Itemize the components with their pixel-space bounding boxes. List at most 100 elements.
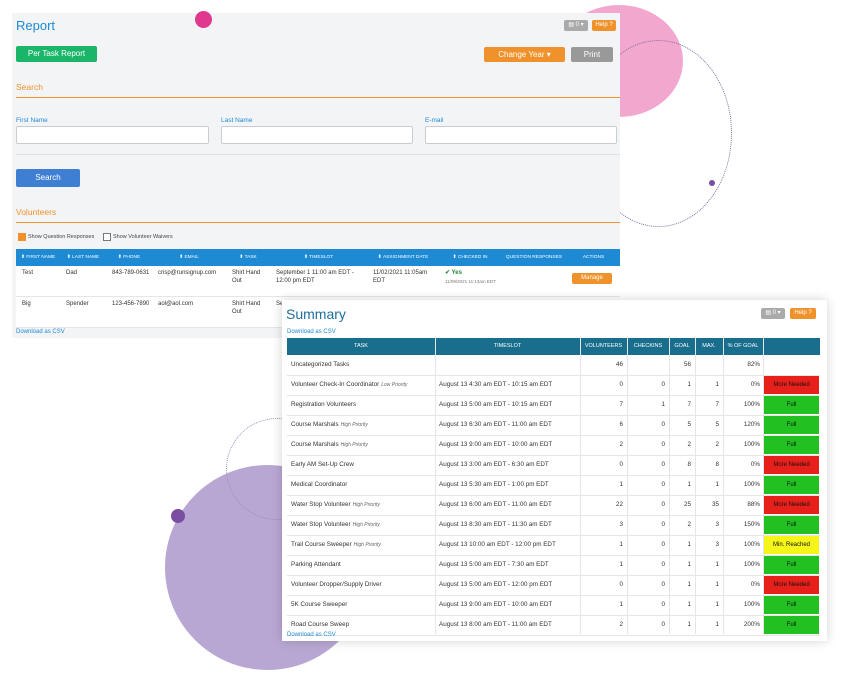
col-checkins: CHECKINS	[633, 343, 663, 349]
cell-volunteers: 0	[619, 581, 623, 588]
cell-max: 7	[715, 401, 719, 408]
cell-goal: 1	[687, 581, 691, 588]
cell-pct: 0%	[750, 461, 760, 468]
last-name-input[interactable]	[221, 126, 413, 144]
column-divider	[580, 338, 581, 634]
col-assignment-date[interactable]: ⬍ ASSIGNMENT DATE	[377, 254, 429, 260]
task-name: Registration Volunteers	[291, 401, 357, 408]
cell-assignment-date: 11/02/2021 11:05am EDT	[373, 270, 428, 284]
task-name: Uncategorized Tasks	[291, 361, 350, 368]
cell-max: 2	[715, 441, 719, 448]
cell-goal: 25	[683, 501, 691, 508]
print-button[interactable]: Print	[571, 47, 613, 62]
view-toggle-button[interactable]: ▤ 0 ▾	[564, 20, 588, 31]
cell-task: Volunteer Check-In Coordinator Low Priori…	[291, 375, 436, 395]
column-divider	[669, 338, 670, 634]
task-name: Medical Coordinator	[291, 481, 348, 488]
status-badge: Min. Reached	[764, 536, 819, 554]
status-badge: Full	[764, 596, 819, 614]
priority-label: High Priority	[352, 502, 380, 508]
col-label: LAST NAME	[72, 254, 100, 260]
col-goal: GOAL	[674, 343, 690, 349]
cell-max: 5	[715, 421, 719, 428]
cell-pct: 150%	[743, 521, 760, 528]
cell-checkins: 0	[661, 461, 665, 468]
change-year-button[interactable]: Change Year ▾	[484, 47, 565, 62]
status-badge: Full	[764, 616, 819, 634]
cell-timeslot: August 13 4:30 am EDT - 10:15 am EDT	[439, 381, 553, 388]
cell-volunteers: 6	[619, 421, 623, 428]
volunteers-section-title: Volunteers	[16, 207, 57, 217]
cell-goal: 56	[683, 361, 691, 368]
first-name-input[interactable]	[16, 126, 209, 144]
search-button[interactable]: Search	[16, 169, 80, 187]
status-badge: Full	[764, 476, 819, 494]
col-phone[interactable]: ⬍ PHONE	[117, 254, 141, 260]
table-row: Test Dad 843-789-0631 crisp@runsignup.co…	[16, 266, 620, 297]
cell-task: Early AM Set-Up Crew	[291, 455, 436, 475]
status-badge: Full	[764, 396, 819, 414]
col-checked-in[interactable]: ⬍ CHECKED IN	[452, 254, 488, 260]
cell-volunteers: 1	[619, 561, 623, 568]
cell-checkins: 0	[661, 541, 665, 548]
download-csv-link[interactable]: Download as CSV	[16, 329, 65, 335]
task-name: Trail Course Sweeper	[291, 541, 352, 548]
help-label: Help	[595, 22, 608, 28]
col-last-name[interactable]: ⬍ LAST NAME	[66, 254, 100, 260]
help-button[interactable]: Help ?	[790, 308, 816, 319]
manage-button[interactable]: Manage	[572, 273, 612, 284]
cell-volunteers: 2	[619, 441, 623, 448]
cell-last-name: Spender	[66, 301, 89, 307]
grid-icon: ▤	[765, 310, 771, 316]
show-question-responses-checkbox[interactable]	[18, 233, 26, 241]
col-timeslot[interactable]: ⬍ TIMESLOT	[303, 254, 334, 260]
col-task[interactable]: ⬍ TASK	[239, 254, 257, 260]
show-volunteer-waivers-checkbox[interactable]	[103, 233, 111, 241]
col-pct-of-goal: % OF GOAL	[727, 343, 759, 349]
priority-label: High Priority	[353, 542, 381, 548]
col-label: PHONE	[123, 254, 141, 260]
report-panel: Report ▤ 0 ▾ Help ? Per Task Report Chan…	[12, 13, 620, 338]
col-label: FIRST NAME	[26, 254, 56, 260]
cell-timeslot: August 13 9:00 am EDT - 10:00 am EDT	[439, 441, 553, 448]
col-first-name[interactable]: ⬍ FIRST NAME	[20, 254, 56, 260]
status-badge: Full	[764, 556, 819, 574]
col-label: ASSIGNMENT DATE	[382, 254, 429, 260]
col-label: QUESTION RESPONSES	[505, 254, 563, 260]
view-toggle-button[interactable]: ▤ 0 ▾	[761, 308, 785, 319]
cell-timeslot: September 1 11:00 am EDT - 12:00 pm EDT	[276, 270, 354, 284]
col-email[interactable]: ⬍ EMAIL	[179, 254, 199, 260]
volunteers-table-header: ⬍ FIRST NAME ⬍ LAST NAME ⬍ PHONE ⬍ EMAIL…	[16, 249, 620, 266]
cell-goal: 1	[687, 601, 691, 608]
download-csv-link[interactable]: Download as CSV	[287, 329, 336, 335]
cell-pct: 100%	[743, 561, 760, 568]
cell-phone: 843-789-0631	[112, 270, 150, 276]
cell-pct: 0%	[750, 381, 760, 388]
per-task-report-button[interactable]: Per Task Report	[16, 46, 97, 62]
cell-volunteers: 1	[619, 481, 623, 488]
download-csv-link[interactable]: Download as CSV	[287, 632, 336, 638]
cell-task: Medical Coordinator	[291, 475, 436, 495]
priority-label: High Priority	[352, 522, 380, 528]
status-badge: More Needed	[764, 456, 819, 474]
col-label: TASK	[244, 254, 257, 260]
table-row: Parking Attendant August 13 5:00 am EDT -…	[287, 555, 820, 576]
cell-timeslot: August 13 5:00 am EDT - 10:15 am EDT	[439, 401, 553, 408]
cell-volunteers: 7	[619, 401, 623, 408]
status-badge: More Needed	[764, 576, 819, 594]
table-row: Volunteer Check-In Coordinator Low Priori…	[287, 375, 820, 396]
cell-timeslot: August 13 10:00 am EDT - 12:00 pm EDT	[439, 541, 556, 548]
cell-goal: 7	[687, 401, 691, 408]
cell-timeslot: August 13 6:30 am EDT - 11:00 am EDT	[439, 421, 552, 428]
cell-checkins: 0	[661, 481, 665, 488]
cell-timeslot: August 13 5:00 am EDT - 7:30 am EDT	[439, 561, 549, 568]
first-name-label: First Name	[16, 117, 48, 124]
cell-first-name: Test	[22, 270, 34, 276]
task-name: Water Stop Volunteer	[291, 501, 351, 508]
status-badge: Full	[764, 436, 819, 454]
cell-task: Road Course Sweep	[291, 615, 436, 635]
help-button[interactable]: Help ?	[592, 20, 616, 31]
show-volunteer-waivers-label: Show Volunteer Waivers	[113, 234, 173, 240]
cell-task: Registration Volunteers	[291, 395, 436, 415]
email-input[interactable]	[425, 126, 617, 144]
